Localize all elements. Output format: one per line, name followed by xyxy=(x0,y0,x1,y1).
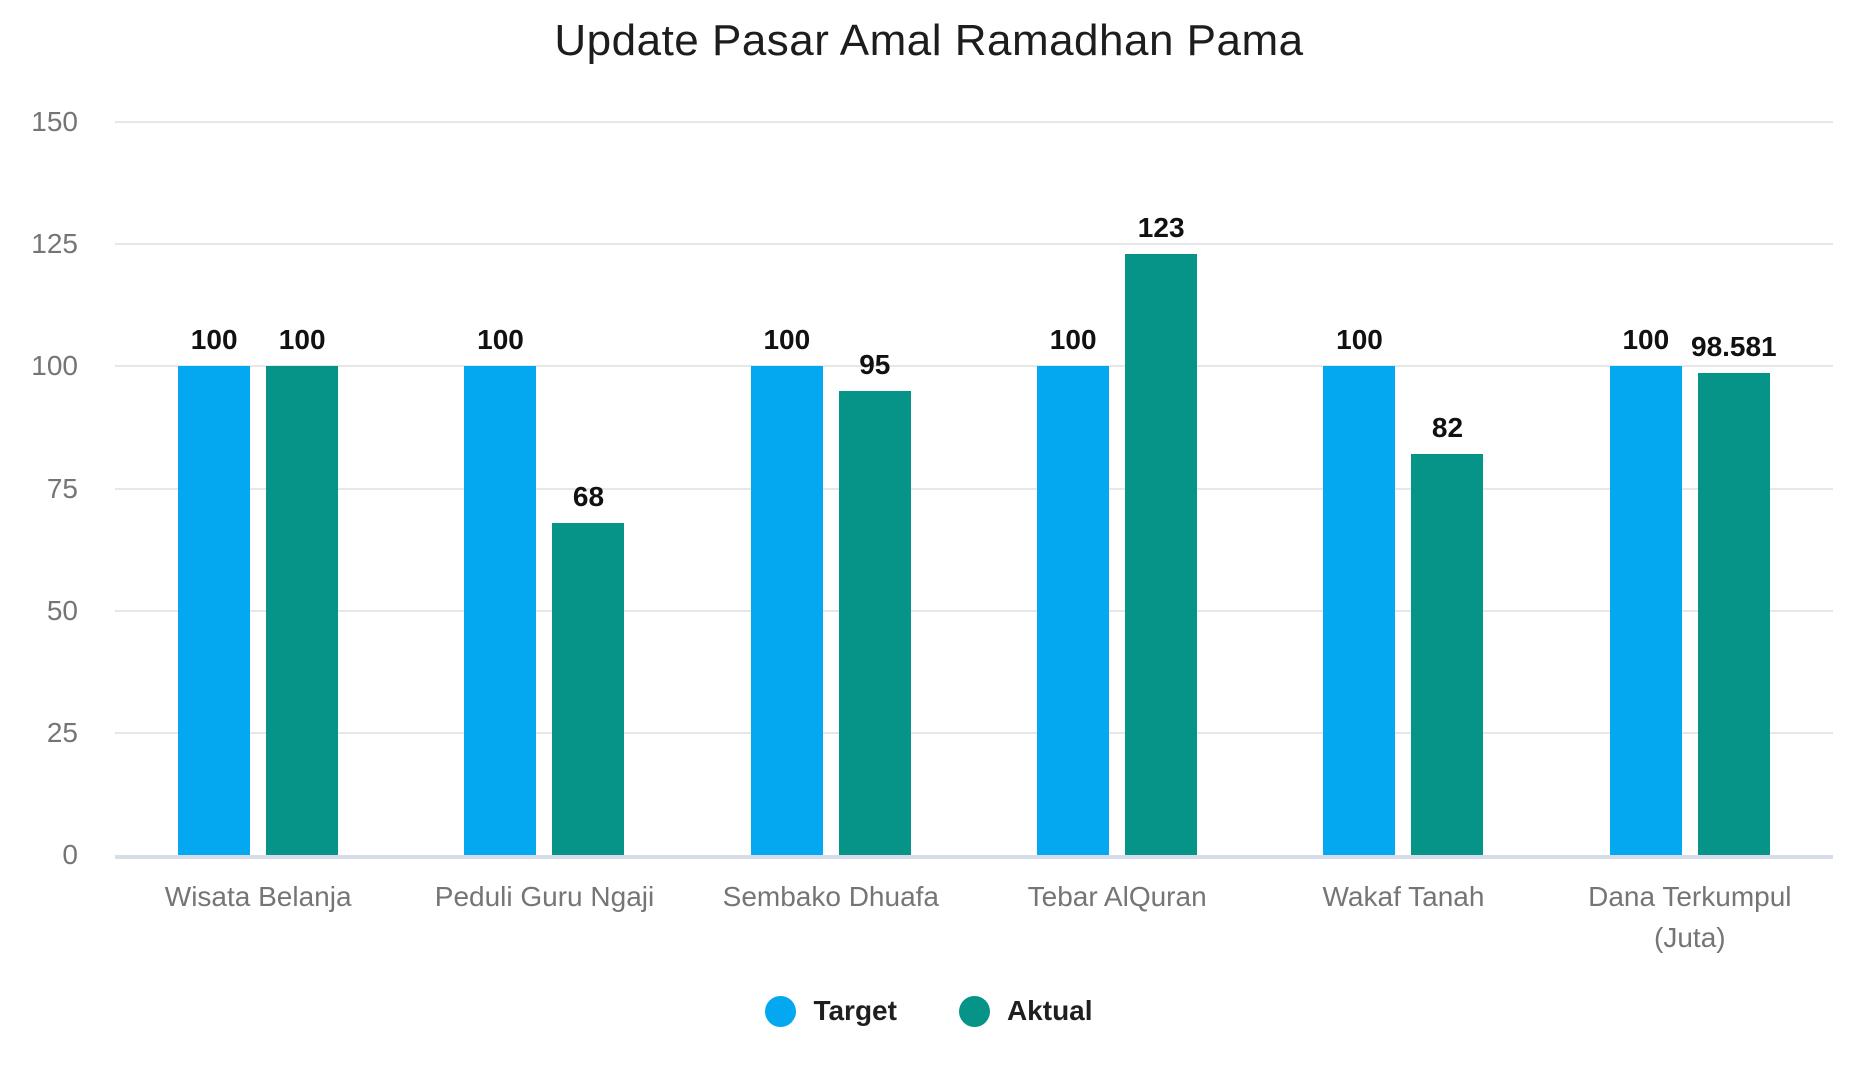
plot-area: 100 100 100 68 100 95 100 123 100 82 100 98.581 xyxy=(115,121,1833,855)
y-tick-label: 100 xyxy=(31,350,78,382)
chart-title: Update Pasar Amal Ramadhan Pama xyxy=(554,16,1304,65)
bar-group: 100 68 xyxy=(401,122,687,855)
bar-value-label: 100 xyxy=(1622,324,1670,356)
y-tick-label: 50 xyxy=(46,594,78,626)
y-tick-label: 0 xyxy=(62,839,78,870)
bar-value-label: 68 xyxy=(572,480,605,512)
legend-label: Aktual xyxy=(1006,995,1093,1026)
y-tick-label: 125 xyxy=(31,228,78,260)
category-label: Sembako Dhuafa xyxy=(722,881,939,912)
bar-aktual[interactable]: 100 xyxy=(266,324,339,855)
bar-group: 100 82 xyxy=(1260,122,1546,855)
bar-aktual[interactable]: 68 xyxy=(552,481,625,855)
category-label: Tebar AlQuran xyxy=(1027,881,1207,912)
bar-target[interactable]: 100 xyxy=(1609,324,1682,855)
bar-target[interactable]: 100 xyxy=(178,324,251,855)
legend: Target Aktual xyxy=(0,995,1858,1027)
bar-aktual[interactable]: 95 xyxy=(838,349,911,855)
bar-value-label: 98.581 xyxy=(1690,331,1777,363)
legend-item-aktual[interactable]: Aktual xyxy=(958,995,1093,1027)
x-axis-labels: Wisata Belanja Peduli Guru Ngaji Sembako D… xyxy=(115,877,1833,958)
bar-value-label: 100 xyxy=(477,324,524,356)
x-axis-baseline xyxy=(115,855,1833,859)
bar-group: 100 123 xyxy=(974,122,1260,855)
gridline xyxy=(115,487,1833,490)
gridline xyxy=(115,121,1833,123)
bar-group: 100 98.581 xyxy=(1547,122,1833,855)
bar-group: 100 95 xyxy=(688,122,974,855)
bar-target[interactable]: 100 xyxy=(464,324,537,855)
y-tick-label: 150 xyxy=(31,106,78,137)
legend-color-dot-icon xyxy=(958,995,990,1027)
legend-item-target[interactable]: Target xyxy=(765,995,897,1027)
gridline xyxy=(115,609,1833,612)
bar-aktual[interactable]: 123 xyxy=(1125,212,1198,855)
bar-target[interactable]: 100 xyxy=(1323,324,1396,855)
bar-value-label: 82 xyxy=(1431,412,1464,444)
category-label: Wakaf Tanah xyxy=(1322,881,1485,912)
legend-label: Target xyxy=(813,995,897,1026)
gridline xyxy=(115,365,1833,368)
bar-value-label: 100 xyxy=(1336,324,1383,356)
bar-value-label: 95 xyxy=(859,348,891,380)
bar-aktual[interactable]: 82 xyxy=(1411,412,1484,855)
bar-value-label: 100 xyxy=(1049,324,1097,356)
gridline xyxy=(115,243,1833,246)
y-tick-label: 75 xyxy=(46,472,78,504)
bar-target[interactable]: 100 xyxy=(750,324,823,855)
y-tick-label: 25 xyxy=(46,716,78,748)
category-label: Dana Terkumpul (Juta) xyxy=(1588,881,1792,953)
bar-value-label: 100 xyxy=(278,324,326,356)
legend-color-dot-icon xyxy=(765,995,797,1027)
bar-value-label: 123 xyxy=(1137,211,1185,243)
category-label: Wisata Belanja xyxy=(164,881,352,912)
category-label: Peduli Guru Ngaji xyxy=(434,881,655,912)
bar-value-label: 100 xyxy=(190,324,238,356)
bar-aktual[interactable]: 98.581 xyxy=(1691,331,1777,855)
gridline xyxy=(115,731,1833,734)
bar-group: 100 100 xyxy=(115,122,401,855)
bar-target[interactable]: 100 xyxy=(1037,324,1110,855)
bar-value-label: 100 xyxy=(763,324,811,356)
